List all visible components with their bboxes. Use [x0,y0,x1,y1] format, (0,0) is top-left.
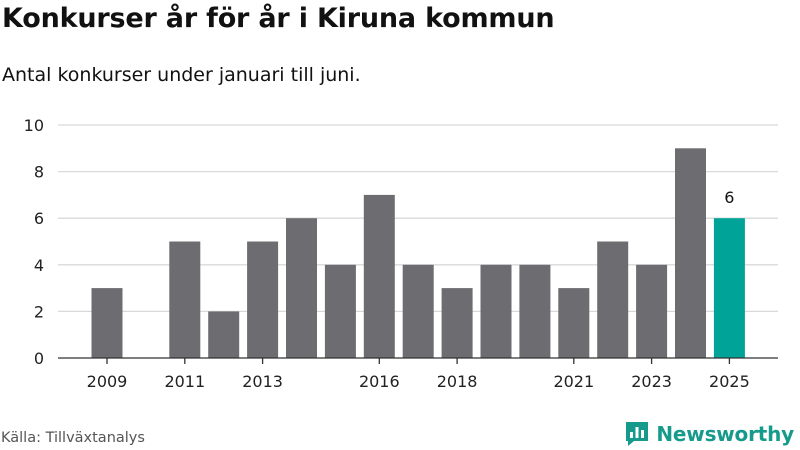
y-tick-label: 10 [24,116,44,135]
y-tick-label: 0 [34,349,44,368]
x-axis-ticks: 2009 2011 2013 2016 2018 2021 2023 2025 [87,358,750,391]
bar-chart: 0 2 4 6 8 10 2009 2011 2013 2016 2018 2021 2023 2025… [24,116,778,391]
bars [91,148,745,358]
bar [91,288,123,358]
bar [324,264,356,358]
bar [597,241,629,358]
bar [675,148,706,358]
bar [363,194,395,358]
data-labels: 6 [724,188,734,207]
bar [636,264,668,358]
bar [402,264,434,358]
x-tick-label: 2025 [709,372,750,391]
source-note: Källa: Tillväxtanalys [1,430,145,446]
bar [441,288,473,358]
chart-title: Konkurser år för år i Kiruna kommun [2,3,555,34]
y-tick-label: 2 [34,302,44,321]
x-tick-label: 2018 [437,372,478,391]
chart-subtitle: Antal konkurser under januari till juni. [2,64,361,86]
bar-chart-logo-icon [626,422,649,446]
y-tick-label: 6 [34,209,44,228]
x-tick-label: 2009 [87,372,128,391]
bar [558,288,590,358]
x-tick-label: 2021 [553,372,594,391]
bar [208,311,240,358]
x-tick-label: 2023 [631,372,672,391]
bar [247,241,279,358]
bar [519,264,551,358]
x-tick-label: 2016 [359,372,400,391]
data-label: 6 [724,188,734,207]
y-tick-label: 4 [34,256,44,275]
y-axis-ticks: 0 2 4 6 8 10 [24,116,44,368]
bar [169,241,201,358]
bar [286,218,317,358]
bar [480,264,512,358]
x-tick-label: 2011 [164,372,205,391]
bar [713,218,745,358]
brand-logo[interactable]: Newsworthy [624,420,794,448]
y-tick-label: 8 [34,163,44,182]
brand-name: Newsworthy [656,422,794,446]
x-tick-label: 2013 [242,372,283,391]
